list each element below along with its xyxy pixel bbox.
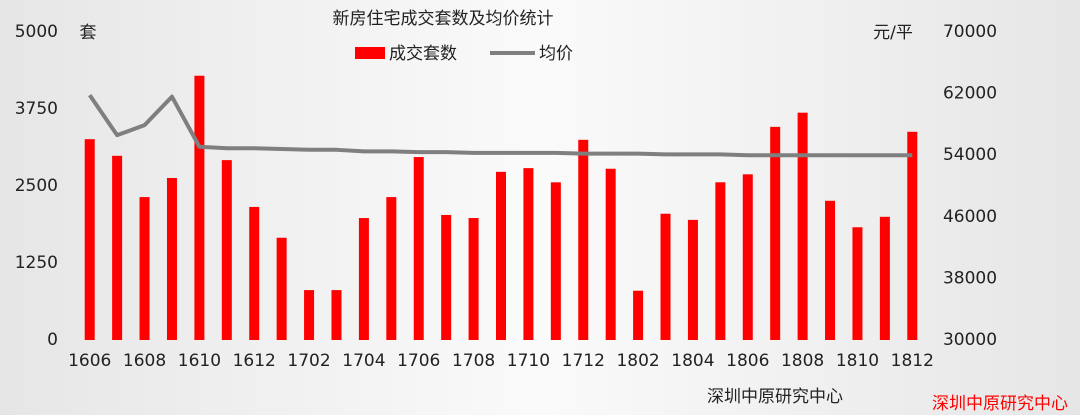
- bar: [496, 171, 506, 340]
- bar: [852, 227, 863, 340]
- y-tick-label: 2500: [15, 176, 58, 196]
- bar: [687, 219, 698, 340]
- x-tick-label: 1808: [781, 351, 824, 371]
- legend-swatch: [355, 47, 385, 59]
- bar: [84, 139, 95, 340]
- y2-unit: 元/平: [873, 23, 913, 43]
- y-tick-label: 3750: [15, 99, 58, 119]
- bar: [825, 200, 836, 340]
- bar: [139, 197, 150, 340]
- chart-title: 新房住宅成交套数及均价统计: [333, 9, 554, 29]
- legend-label: 均价: [539, 44, 573, 64]
- x-tick-label: 1812: [891, 351, 934, 371]
- watermark: 深圳中原研究中心: [932, 394, 1068, 414]
- y-tick-label: 5000: [15, 22, 58, 42]
- legend-label: 成交套数: [389, 44, 457, 64]
- x-tick-label: 1702: [287, 351, 330, 371]
- x-tick-label: 1706: [397, 351, 440, 371]
- bar: [523, 168, 534, 340]
- bar: [331, 290, 342, 340]
- bar: [249, 206, 260, 340]
- y2-tick-label: 30000: [943, 330, 997, 350]
- y-unit: 套: [80, 23, 97, 43]
- bar: [907, 131, 918, 340]
- bar: [166, 177, 177, 340]
- x-tick-label: 1704: [342, 351, 385, 371]
- bar: [276, 237, 287, 340]
- x-tick-label: 1806: [726, 351, 769, 371]
- bar: [660, 213, 671, 340]
- x-tick-label: 1710: [507, 351, 550, 371]
- bar: [550, 182, 561, 340]
- bar: [605, 168, 616, 340]
- bar: [304, 290, 315, 340]
- y-tick-label: 1250: [15, 253, 58, 273]
- bar: [578, 139, 589, 340]
- bar: [358, 218, 369, 340]
- x-tick-label: 1610: [178, 351, 221, 371]
- y2-tick-label: 46000: [943, 207, 997, 227]
- x-tick-label: 1606: [68, 351, 111, 371]
- bar: [112, 155, 123, 340]
- x-tick-label: 1802: [616, 351, 659, 371]
- x-tick-label: 1804: [671, 351, 714, 371]
- bar: [441, 214, 452, 340]
- y2-tick-label: 54000: [943, 145, 997, 165]
- bar: [221, 160, 232, 340]
- x-tick-label: 1608: [123, 351, 166, 371]
- y2-tick-label: 38000: [943, 268, 997, 288]
- x-tick-label: 1708: [452, 351, 495, 371]
- x-tick-label: 1612: [233, 351, 276, 371]
- bar: [797, 112, 808, 340]
- bar: [413, 157, 424, 340]
- x-tick-label: 1712: [562, 351, 605, 371]
- y2-tick-label: 62000: [943, 84, 997, 104]
- line: [88, 94, 913, 158]
- x-tick-label: 1810: [836, 351, 879, 371]
- bar: [194, 75, 205, 341]
- bar: [879, 216, 890, 340]
- bar: [633, 290, 644, 340]
- bar: [770, 126, 781, 340]
- bar: [715, 182, 726, 340]
- bar: [386, 197, 397, 340]
- y-tick-label: 0: [47, 330, 58, 350]
- watermark: 深圳中原研究中心: [707, 387, 843, 407]
- y2-tick-label: 70000: [943, 22, 997, 42]
- bar: [468, 218, 479, 340]
- bar: [742, 174, 753, 340]
